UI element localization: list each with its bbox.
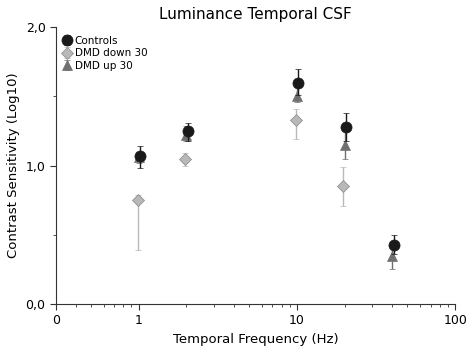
Y-axis label: Contrast Sensitivity (Log10): Contrast Sensitivity (Log10) [7,73,20,258]
X-axis label: Temporal Frequency (Hz): Temporal Frequency (Hz) [173,333,338,346]
Title: Luminance Temporal CSF: Luminance Temporal CSF [159,7,352,22]
Legend: Controls, DMD down 30, DMD up 30: Controls, DMD down 30, DMD up 30 [61,32,150,74]
